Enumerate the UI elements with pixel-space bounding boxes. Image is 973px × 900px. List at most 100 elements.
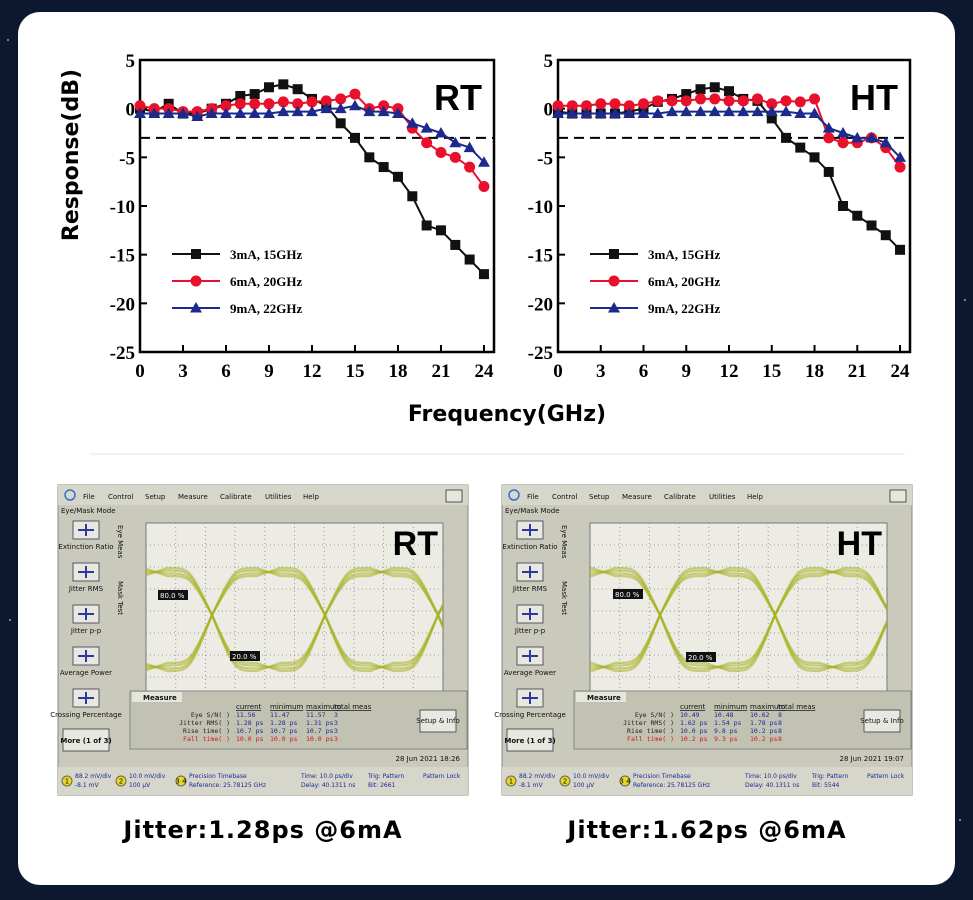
marker [723,105,736,117]
channel-badge[interactable] [61,775,73,787]
marker [249,98,261,110]
menu-item[interactable]: Measure [178,493,208,501]
more-button[interactable] [506,728,554,752]
marker [752,93,764,105]
measure-header: total meas [334,703,372,711]
menu-item[interactable]: Calibrate [664,493,696,501]
marker [809,152,820,163]
marker [823,132,835,144]
marker [377,105,390,117]
app-icon [64,489,76,501]
channel-number: 2 [119,778,123,786]
star [959,819,961,821]
star [9,619,11,621]
menu-item[interactable]: Calibrate [220,493,252,501]
marker [162,107,175,119]
menu-item[interactable]: Control [108,493,133,501]
legend-label: 6mA, 20GHz [648,274,720,289]
channel-number: 3 4 [175,778,187,786]
setup-button[interactable] [419,709,457,733]
side-tab[interactable]: Eye Meas [116,525,124,559]
measure-cell: Eye S/N( ) [635,711,674,719]
button-icon [78,692,94,704]
eye-top-rail [590,566,661,616]
status-text: Time: 10.0 ps/div [744,773,797,780]
minimize-button[interactable] [445,489,463,503]
marker [822,122,835,133]
menu-item[interactable]: File [527,493,539,501]
button-icon [78,566,94,578]
x-tick-label: 12 [720,361,739,382]
measure-cell: 1.28 ps [236,719,263,727]
marker [795,142,806,153]
x-tick-label: 15 [345,361,364,382]
button-label: Average Power [60,669,112,677]
marker [478,181,490,193]
measure-cell: 11.56 [236,711,256,719]
setup-button[interactable] [863,709,901,733]
button-icon [522,650,538,662]
menu-item[interactable]: Help [303,493,320,501]
marker [235,91,246,102]
menu-item[interactable]: Help [747,493,764,501]
marker [406,117,419,128]
menu-item[interactable]: Measure [622,493,652,501]
measure-cell: Jitter RMS( ) [623,719,674,727]
eye-top-rail [146,566,213,616]
channel-badge[interactable] [505,775,517,787]
measure-cell: 10.7 ps [270,727,297,735]
measure-cell: Fall time( ) [627,735,674,743]
measure-cell: Jitter RMS( ) [179,719,230,727]
marker [723,95,735,107]
minimize-button[interactable] [889,489,907,503]
measure-cell: 10.62 [750,711,770,719]
marker-label: 80.0 % [160,592,185,600]
star [7,39,9,41]
button-label: Jitter p-p [514,627,546,635]
channel-badge[interactable] [559,775,571,787]
measure-cell: Eye S/N( ) [191,711,230,719]
marker [176,107,189,119]
marker [464,254,475,265]
button-icon [78,524,94,536]
menu-item[interactable]: Setup [145,493,166,501]
date-label: 28 Jun 2021 19:07 [839,755,904,763]
y-tick-label: -25 [110,343,135,364]
measure-cell: 11.57 [306,711,326,719]
measure-header: minimum [270,703,303,711]
channel-badge[interactable] [619,775,631,787]
x-tick-label: 0 [553,361,563,382]
button-label: Jitter p-p [70,627,102,635]
marker [794,107,807,119]
measure-cell: 3 [334,719,338,727]
channel-badge[interactable] [115,775,127,787]
marker [737,105,750,117]
scope-screenshot: File Control Setup Measure Calibrate Utilitie… [50,484,469,844]
status-text: Bit: 5544 [812,782,840,789]
menu-item[interactable]: File [83,493,95,501]
measure-cell: Rise time( ) [627,727,674,735]
marker [794,96,806,108]
channel-number: 1 [65,778,69,786]
side-tab[interactable]: Mask Test [116,581,124,615]
side-tab[interactable]: Mask Test [560,581,568,615]
legend-marker [609,249,619,259]
side-tab[interactable]: Eye Meas [560,525,568,559]
channel-number: 1 [509,778,513,786]
menu-item[interactable]: Utilities [709,493,736,501]
menu-item[interactable]: Utilities [265,493,292,501]
x-tick-label: 15 [762,361,781,382]
marker [637,107,650,119]
measure-cell: 1.31 ps [306,719,333,727]
more-button[interactable] [62,728,110,752]
status-text: 100 µV [129,782,151,789]
measure-cell: 10.7 ps [306,727,333,735]
channel-badge[interactable] [175,775,187,787]
status-text: Precision Timebase [633,773,691,780]
marker [278,79,289,90]
x-tick-label: 21 [848,361,867,382]
menu-item[interactable]: Setup [589,493,610,501]
button-label: Crossing Percentage [494,711,566,719]
measure-panel [129,690,468,750]
menu-item[interactable]: Control [552,493,577,501]
